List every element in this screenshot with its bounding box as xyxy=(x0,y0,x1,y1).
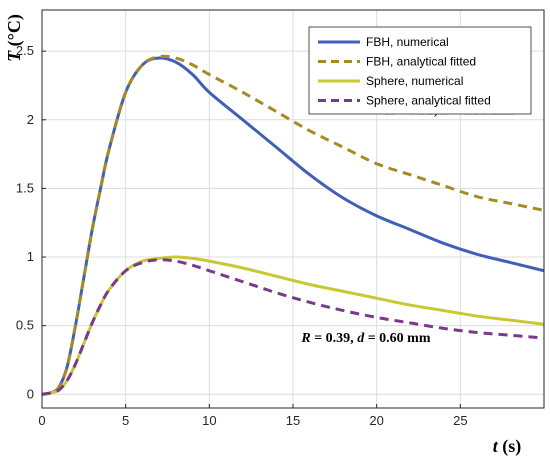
legend-label: FBH, analytical fitted xyxy=(366,55,476,69)
y-tick-label: 0.5 xyxy=(16,318,34,333)
annotation-value: = 0.60 mm xyxy=(364,331,431,346)
x-tick-label: 0 xyxy=(38,413,45,428)
x-tick-label: 25 xyxy=(453,413,467,428)
legend-label: Sphere, analytical fitted xyxy=(366,94,491,108)
annotation-var: R xyxy=(300,331,310,346)
x-tick-label: 5 xyxy=(122,413,129,428)
y-tick-label: 1 xyxy=(27,249,34,264)
x-axis-unit: (s) xyxy=(502,436,521,457)
y-tick-label: 2 xyxy=(27,112,34,127)
plot-border xyxy=(41,9,545,409)
y-axis-unit: (°C) xyxy=(4,14,25,46)
y-tick-label: 1.5 xyxy=(16,180,34,195)
series-line-4 xyxy=(41,258,545,396)
y-axis-var: T xyxy=(4,50,24,62)
legend: FBH, numerical FBH, analytical fitted Sphe… xyxy=(308,26,532,115)
x-tick-label: 20 xyxy=(369,413,383,428)
legend-label: FBH, numerical xyxy=(366,35,449,49)
legend-label: Sphere, numerical xyxy=(366,74,463,88)
x-axis-var: t xyxy=(493,436,499,456)
y-tick-label: 0 xyxy=(27,386,34,401)
annotations: R = 0.91, d = 0.59 mmR = 0.39, d = 0.60 … xyxy=(300,103,514,346)
y-axis-title: T (°C) xyxy=(4,14,25,62)
y-tick-labels: 0 0.5 1 1.5 2 2.5 xyxy=(16,43,34,401)
x-tick-label: 15 xyxy=(286,413,300,428)
x-tick-label: 10 xyxy=(202,413,216,428)
annotation-var: d xyxy=(357,331,365,346)
annotation-value: = 0.39, xyxy=(311,331,357,346)
annotation: R = 0.39, d = 0.60 mm xyxy=(300,331,430,346)
series-line-2 xyxy=(41,54,545,396)
x-tick-labels: 0 5 10 15 20 25 xyxy=(38,413,467,428)
series-layer xyxy=(41,54,545,396)
x-axis-title: t (s) xyxy=(493,436,522,457)
y-tick-label: 2.5 xyxy=(16,43,34,58)
